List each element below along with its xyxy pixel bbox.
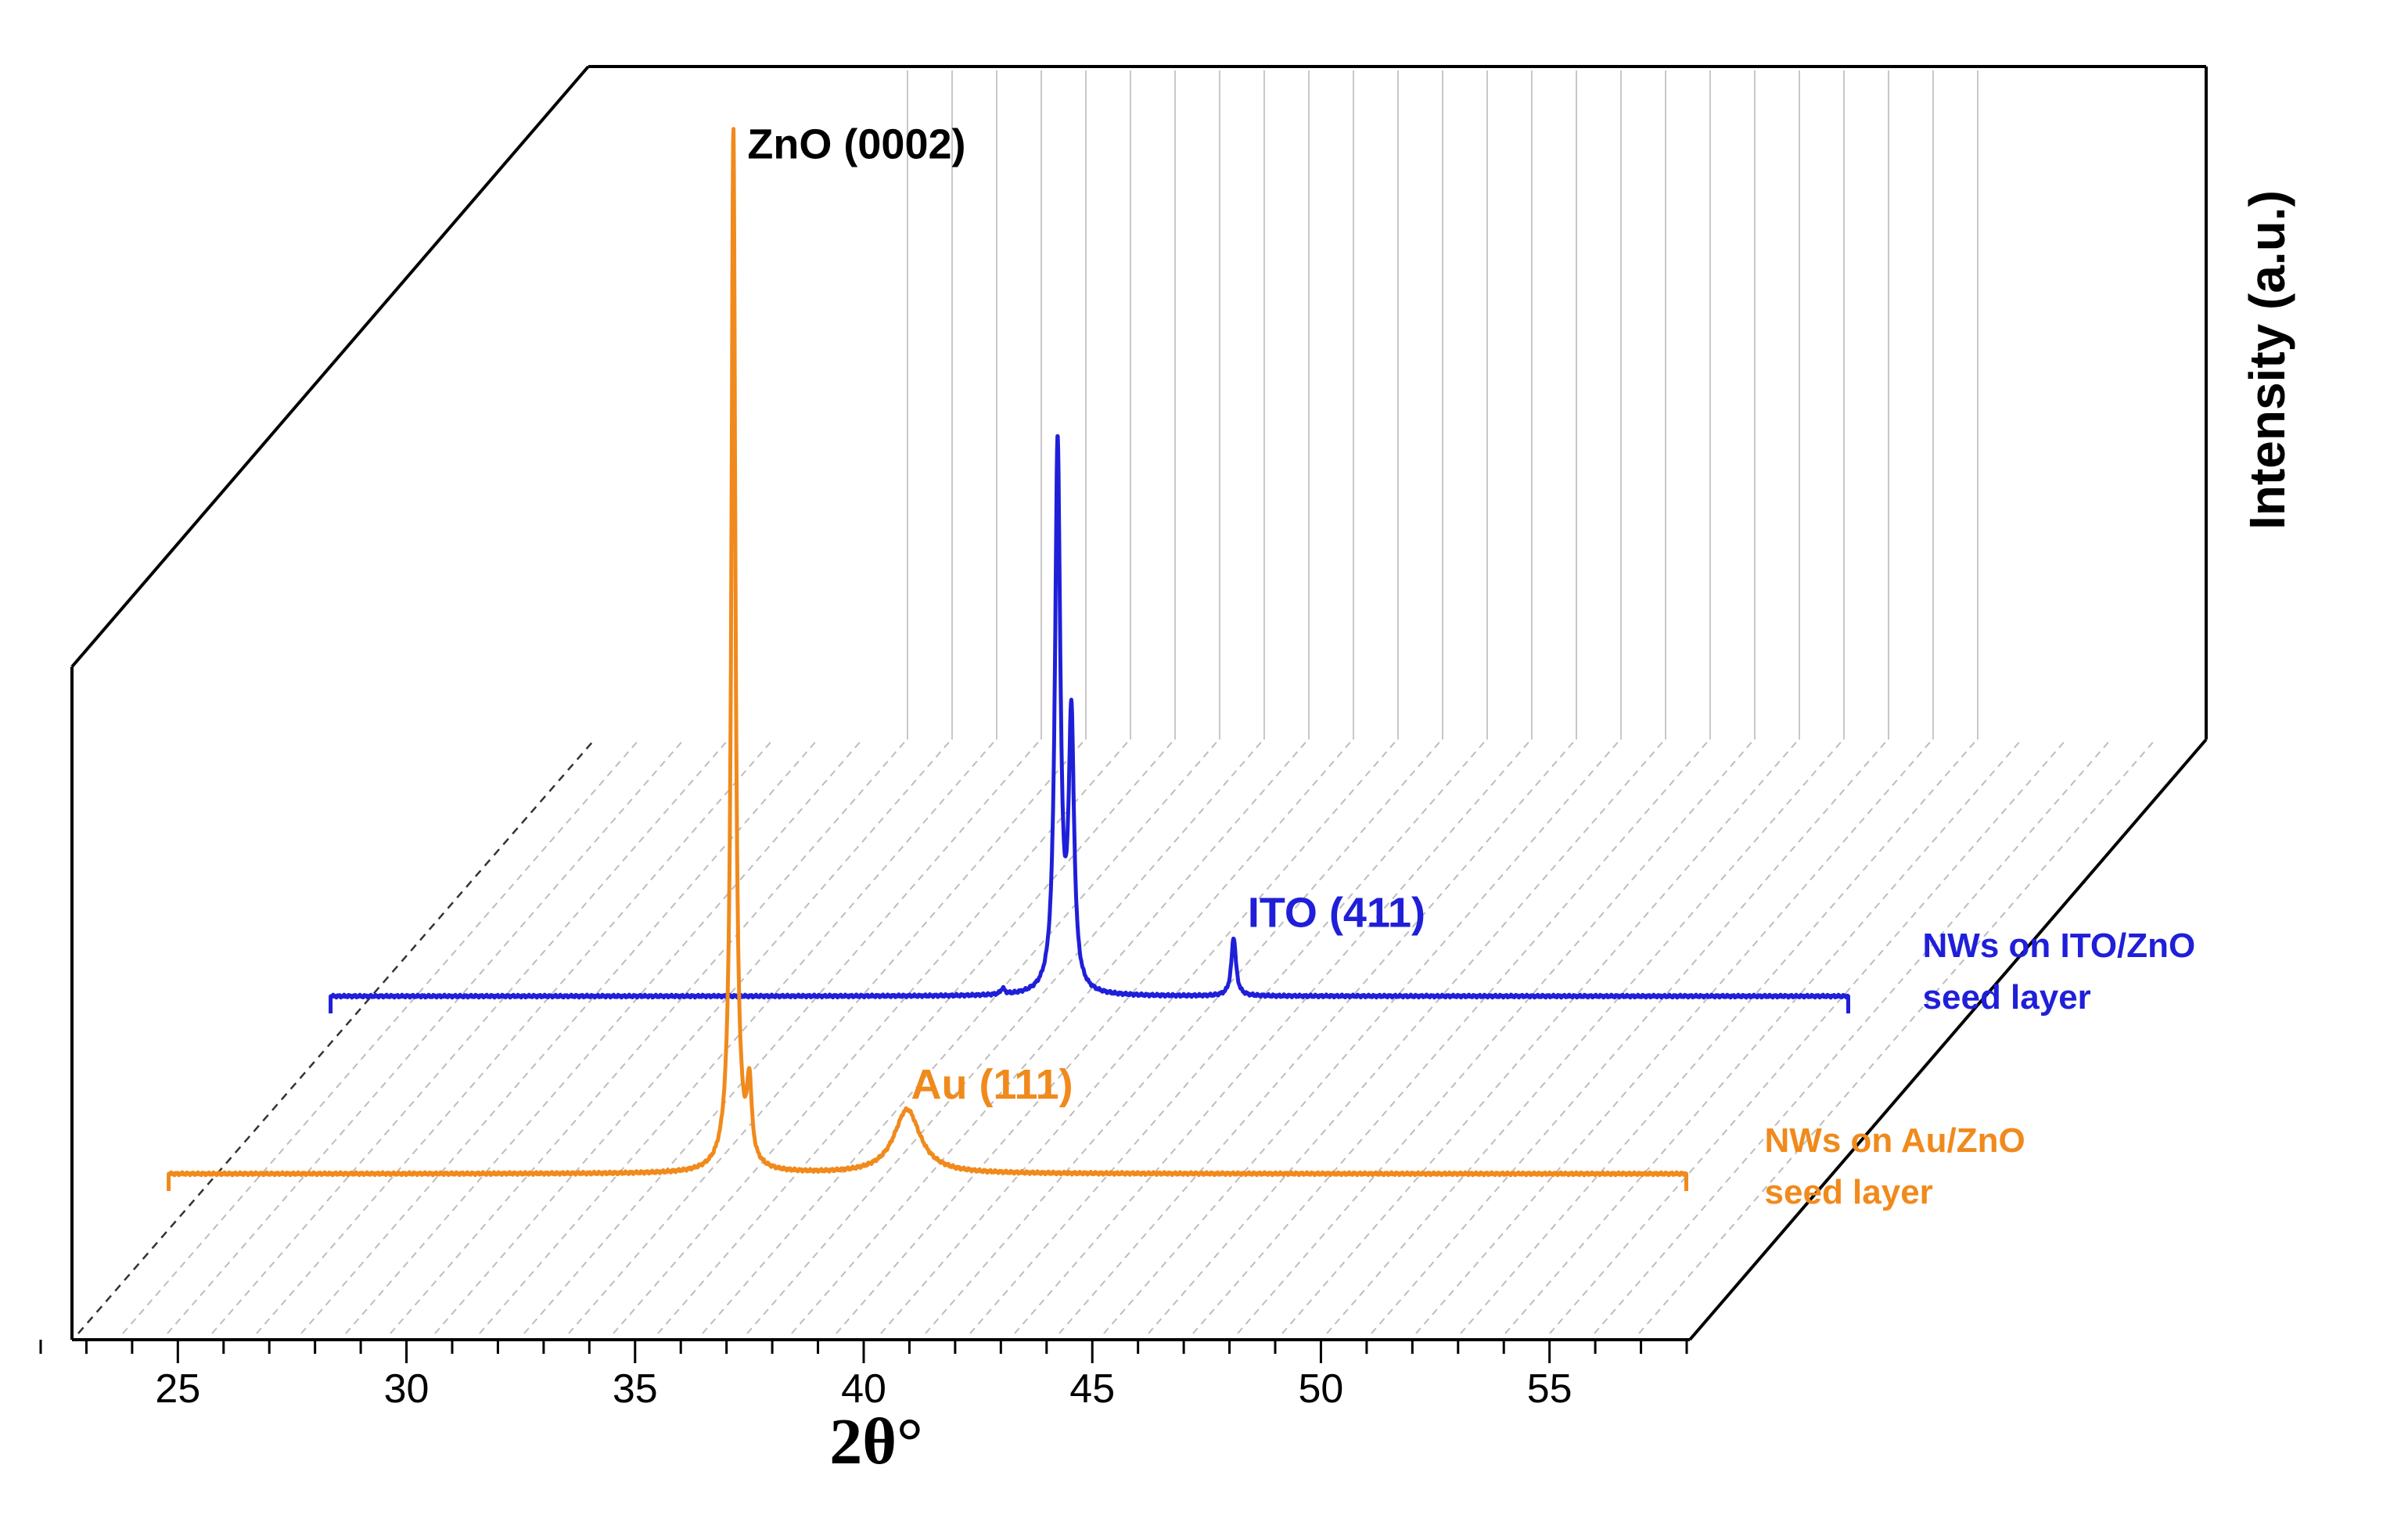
floor-grid-line xyxy=(1415,739,1933,1334)
series-legend-label: NWs on ITO/ZnO xyxy=(1923,927,2196,965)
x-tick-label: 35 xyxy=(613,1366,658,1412)
x-tick-label: 30 xyxy=(384,1366,429,1412)
x-tick-label: 40 xyxy=(841,1366,886,1412)
floor-grid-line xyxy=(479,739,997,1334)
floor-grid-line xyxy=(657,739,1175,1334)
series-legend-label: NWs on Au/ZnO xyxy=(1765,1121,2025,1160)
floor-grid-line xyxy=(1058,739,1576,1334)
floor-grid-line xyxy=(1281,739,1799,1334)
x-axis-ticks: 25 30 35 40 45 50 55 xyxy=(39,1340,1688,1412)
y-axis-title: Intensity (a.u.) xyxy=(2239,190,2295,530)
floor-grid-line xyxy=(1460,739,1978,1334)
labels: NWs on ITO/ZnO seed layer NWs on Au/ZnO see… xyxy=(747,121,2195,1211)
floor-right-edge xyxy=(1688,738,2208,1341)
x-axis-title: 2θ° xyxy=(829,1405,922,1478)
floor-grid-line xyxy=(746,739,1264,1334)
floor-grid-line xyxy=(523,739,1041,1334)
floor-grid-line xyxy=(211,739,729,1334)
peak-annotation: ITO (411) xyxy=(1248,889,1425,936)
series-legend-label: seed layer xyxy=(1765,1173,1933,1211)
peak-annotation: Au (111) xyxy=(911,1061,1073,1108)
series-line-au-zno xyxy=(167,127,1688,1191)
floor-grid-line xyxy=(345,739,863,1334)
floor-grid-line xyxy=(1549,739,2067,1334)
series-lines xyxy=(167,127,1850,1191)
series-legend-label: seed layer xyxy=(1923,978,2091,1017)
chart-frame xyxy=(70,65,2208,1341)
floor-grid-line xyxy=(969,739,1487,1334)
floor-grid-line xyxy=(836,739,1353,1334)
floor-grid-line xyxy=(1237,739,1755,1334)
x-tick-label: 25 xyxy=(155,1366,200,1412)
floor-grid-line xyxy=(122,739,640,1334)
floor-grid-line xyxy=(167,739,685,1334)
floor-grid-line xyxy=(880,739,1398,1334)
floor-grid-line xyxy=(1014,739,1532,1334)
floor-grid-line xyxy=(791,739,1309,1334)
floor-grid-line xyxy=(1192,739,1710,1334)
floor-grid-line xyxy=(568,739,1086,1334)
floor-grid-line xyxy=(1326,739,1844,1334)
floor-grid-line xyxy=(1504,739,2022,1334)
floor-grid-line xyxy=(1638,739,2156,1334)
x-tick-label: 55 xyxy=(1527,1366,1572,1412)
floor-grid-line xyxy=(702,739,1220,1334)
peak-annotation: ZnO (0002) xyxy=(747,121,965,168)
floor-grid-line xyxy=(434,739,952,1334)
floor-grid-line xyxy=(925,739,1443,1334)
floor-grid-line xyxy=(1103,739,1621,1334)
x-tick-label: 45 xyxy=(1069,1366,1115,1412)
left-wall-top-edge xyxy=(70,65,590,668)
floor-grid-line xyxy=(1148,739,1666,1334)
floor-grid-line xyxy=(1371,739,1889,1334)
floor-grid-line xyxy=(1594,739,2111,1334)
floor-grid-line xyxy=(390,739,907,1334)
floor-grid-line xyxy=(613,739,1130,1334)
series-line-ito-zno xyxy=(329,434,1850,1013)
floor-left-edge xyxy=(77,739,595,1334)
floor-grid-line xyxy=(256,739,774,1334)
x-tick-label: 50 xyxy=(1299,1366,1344,1412)
